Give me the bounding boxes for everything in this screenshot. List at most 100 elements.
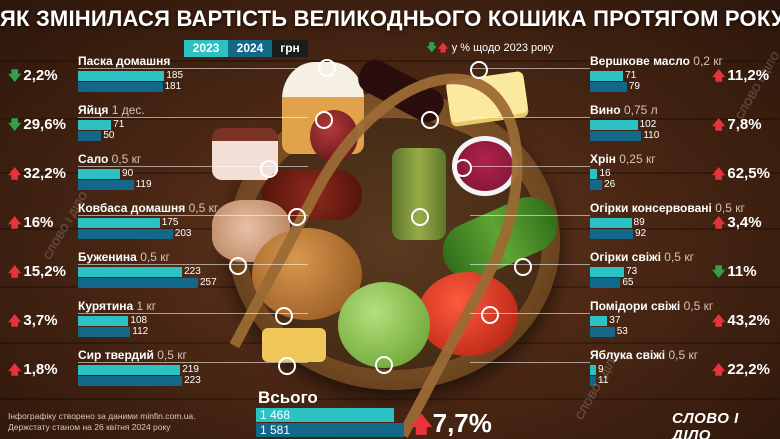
item-label: Ковбаса домашня 0,5 кг [78,201,218,215]
item-unit: 0,5 кг [140,250,170,264]
value-2024: 79 [628,81,640,92]
item-label: Огірки свіжі 0,5 кг [590,250,694,264]
pct-value: 15,2% [23,263,66,280]
bar-2023 [590,169,598,179]
item-unit: 0,5 кг [664,250,694,264]
item-name: Помідори свіжі [590,299,681,313]
marker-butter [470,61,488,79]
page-title: ЯК ЗМІНИЛАСЯ ВАРТІСТЬ ВЕЛИКОДНЬОГО КОШИК… [0,6,780,31]
value-2024: 112 [132,326,149,337]
item-label: Хрін 0,25 кг [590,152,656,166]
item-name: Паска домашня [78,54,171,68]
arrow-down-icon: 🡇 [8,68,22,83]
legend-2023: 2023 [184,40,228,57]
value-2023: 89 [633,217,645,228]
pct-change: 🡅 7,8% [712,116,762,138]
total-label: Всього [258,388,318,407]
marker-cheese [278,357,296,375]
item-label: Яблука свіжі 0,5 кг [590,348,698,362]
bar-2023 [590,365,596,375]
arrow-up-icon: 🡅 [8,215,22,230]
marker-chicken [275,307,293,325]
footer-line-2: Держстату станом на 26 квітня 2024 року [8,422,171,432]
bar-2024 [590,376,596,386]
arrow-down-icon: 🡇 [712,264,726,279]
item-label: Паска домашня [78,54,170,68]
footer-line-1: Інфографіку створено за даними minfin.co… [8,411,196,421]
apples-illustration [338,282,430,368]
marker-cucumbers [514,258,532,276]
arrow-up-icon: 🡅 [8,362,22,377]
pct-value: 16% [23,214,54,231]
value-2024: 223 [184,375,201,386]
item-unit: 0,75 л [623,103,658,117]
item-name: Яблука свіжі [590,348,666,362]
bar-2024 [78,376,183,386]
leader-line [470,264,590,265]
pct-change: 🡅 3,4% [712,214,762,236]
item-label: Помідори свіжі 0,5 кг [590,299,713,313]
bar-2024 [78,180,134,190]
arrow-up-icon: 🡅 [437,42,449,54]
value-2023: 219 [182,364,199,375]
marker-ham [229,257,247,275]
bar-2024 [78,229,173,239]
item-label: Сало 0,5 кг [78,152,141,166]
leader-line [78,215,308,216]
item-unit: 1 кг [136,299,157,313]
pct-change: 🡇 29,6% [8,116,66,138]
item-name: Сало [78,152,109,166]
bar-2024 [590,82,627,92]
item-unit: 0,2 кг [693,54,723,68]
pct-value: 11% [727,263,757,280]
pct-change: 🡇 11% [712,263,757,285]
bar-2024 [78,82,163,92]
value-2024: 65 [622,277,634,288]
value-2023: 71 [625,70,637,81]
value-2023: 16 [599,168,611,179]
item-unit: 0,5 кг [111,152,142,166]
pct-value: 22,2% [727,361,770,378]
pct-value: 7,8% [727,116,762,133]
bar-2023 [78,169,121,179]
item-unit: 0,5 кг [668,348,699,362]
marker-apples [375,356,393,374]
item-unit: 0,5 кг [157,348,187,362]
value-2024: 26 [604,179,616,190]
item-unit: 0,5 кг [715,201,745,215]
item-name: Огірки консервовані [590,201,712,215]
leader-line [470,166,590,167]
arrow-up-icon: 🡅 [712,362,726,377]
bar-2024 [78,131,102,141]
total-pct-value: 7,7% [432,408,492,438]
tomatoes-illustration [418,272,518,356]
pct-change: 🡅 15,2% [8,263,66,285]
item-name: Курятина [78,299,134,313]
value-2023: 37 [609,315,621,326]
value-2023: 108 [130,315,148,326]
bar-2023 [590,71,624,81]
value-2023: 102 [639,119,657,130]
pct-change: 🡅 11,2% [712,67,769,89]
bar-2024 [590,131,642,141]
item-unit: 0,5 кг [188,201,219,215]
total-pct: 🡅7,7% [410,408,492,439]
marker-horseradish [454,159,472,177]
marker-salo [260,160,278,178]
item-label: Вершкове масло 0,2 кг [590,54,723,68]
arrow-up-icon: 🡅 [410,412,433,437]
pct-value: 2,2% [23,67,58,84]
leader-line [78,362,308,363]
bar-2024 [590,229,633,239]
value-2023: 71 [113,119,125,130]
pct-change: 🡇 2,2% [8,67,58,89]
pct-change: 🡅 32,2% [8,165,66,187]
bar-2023 [78,267,183,277]
value-2024: 50 [103,130,115,141]
pct-value: 1,8% [23,361,58,378]
arrow-up-icon: 🡅 [8,166,22,181]
cheese-illustration [262,328,326,362]
bar-2023 [78,365,181,375]
item-label: Яйця 1 дес. [78,103,145,117]
